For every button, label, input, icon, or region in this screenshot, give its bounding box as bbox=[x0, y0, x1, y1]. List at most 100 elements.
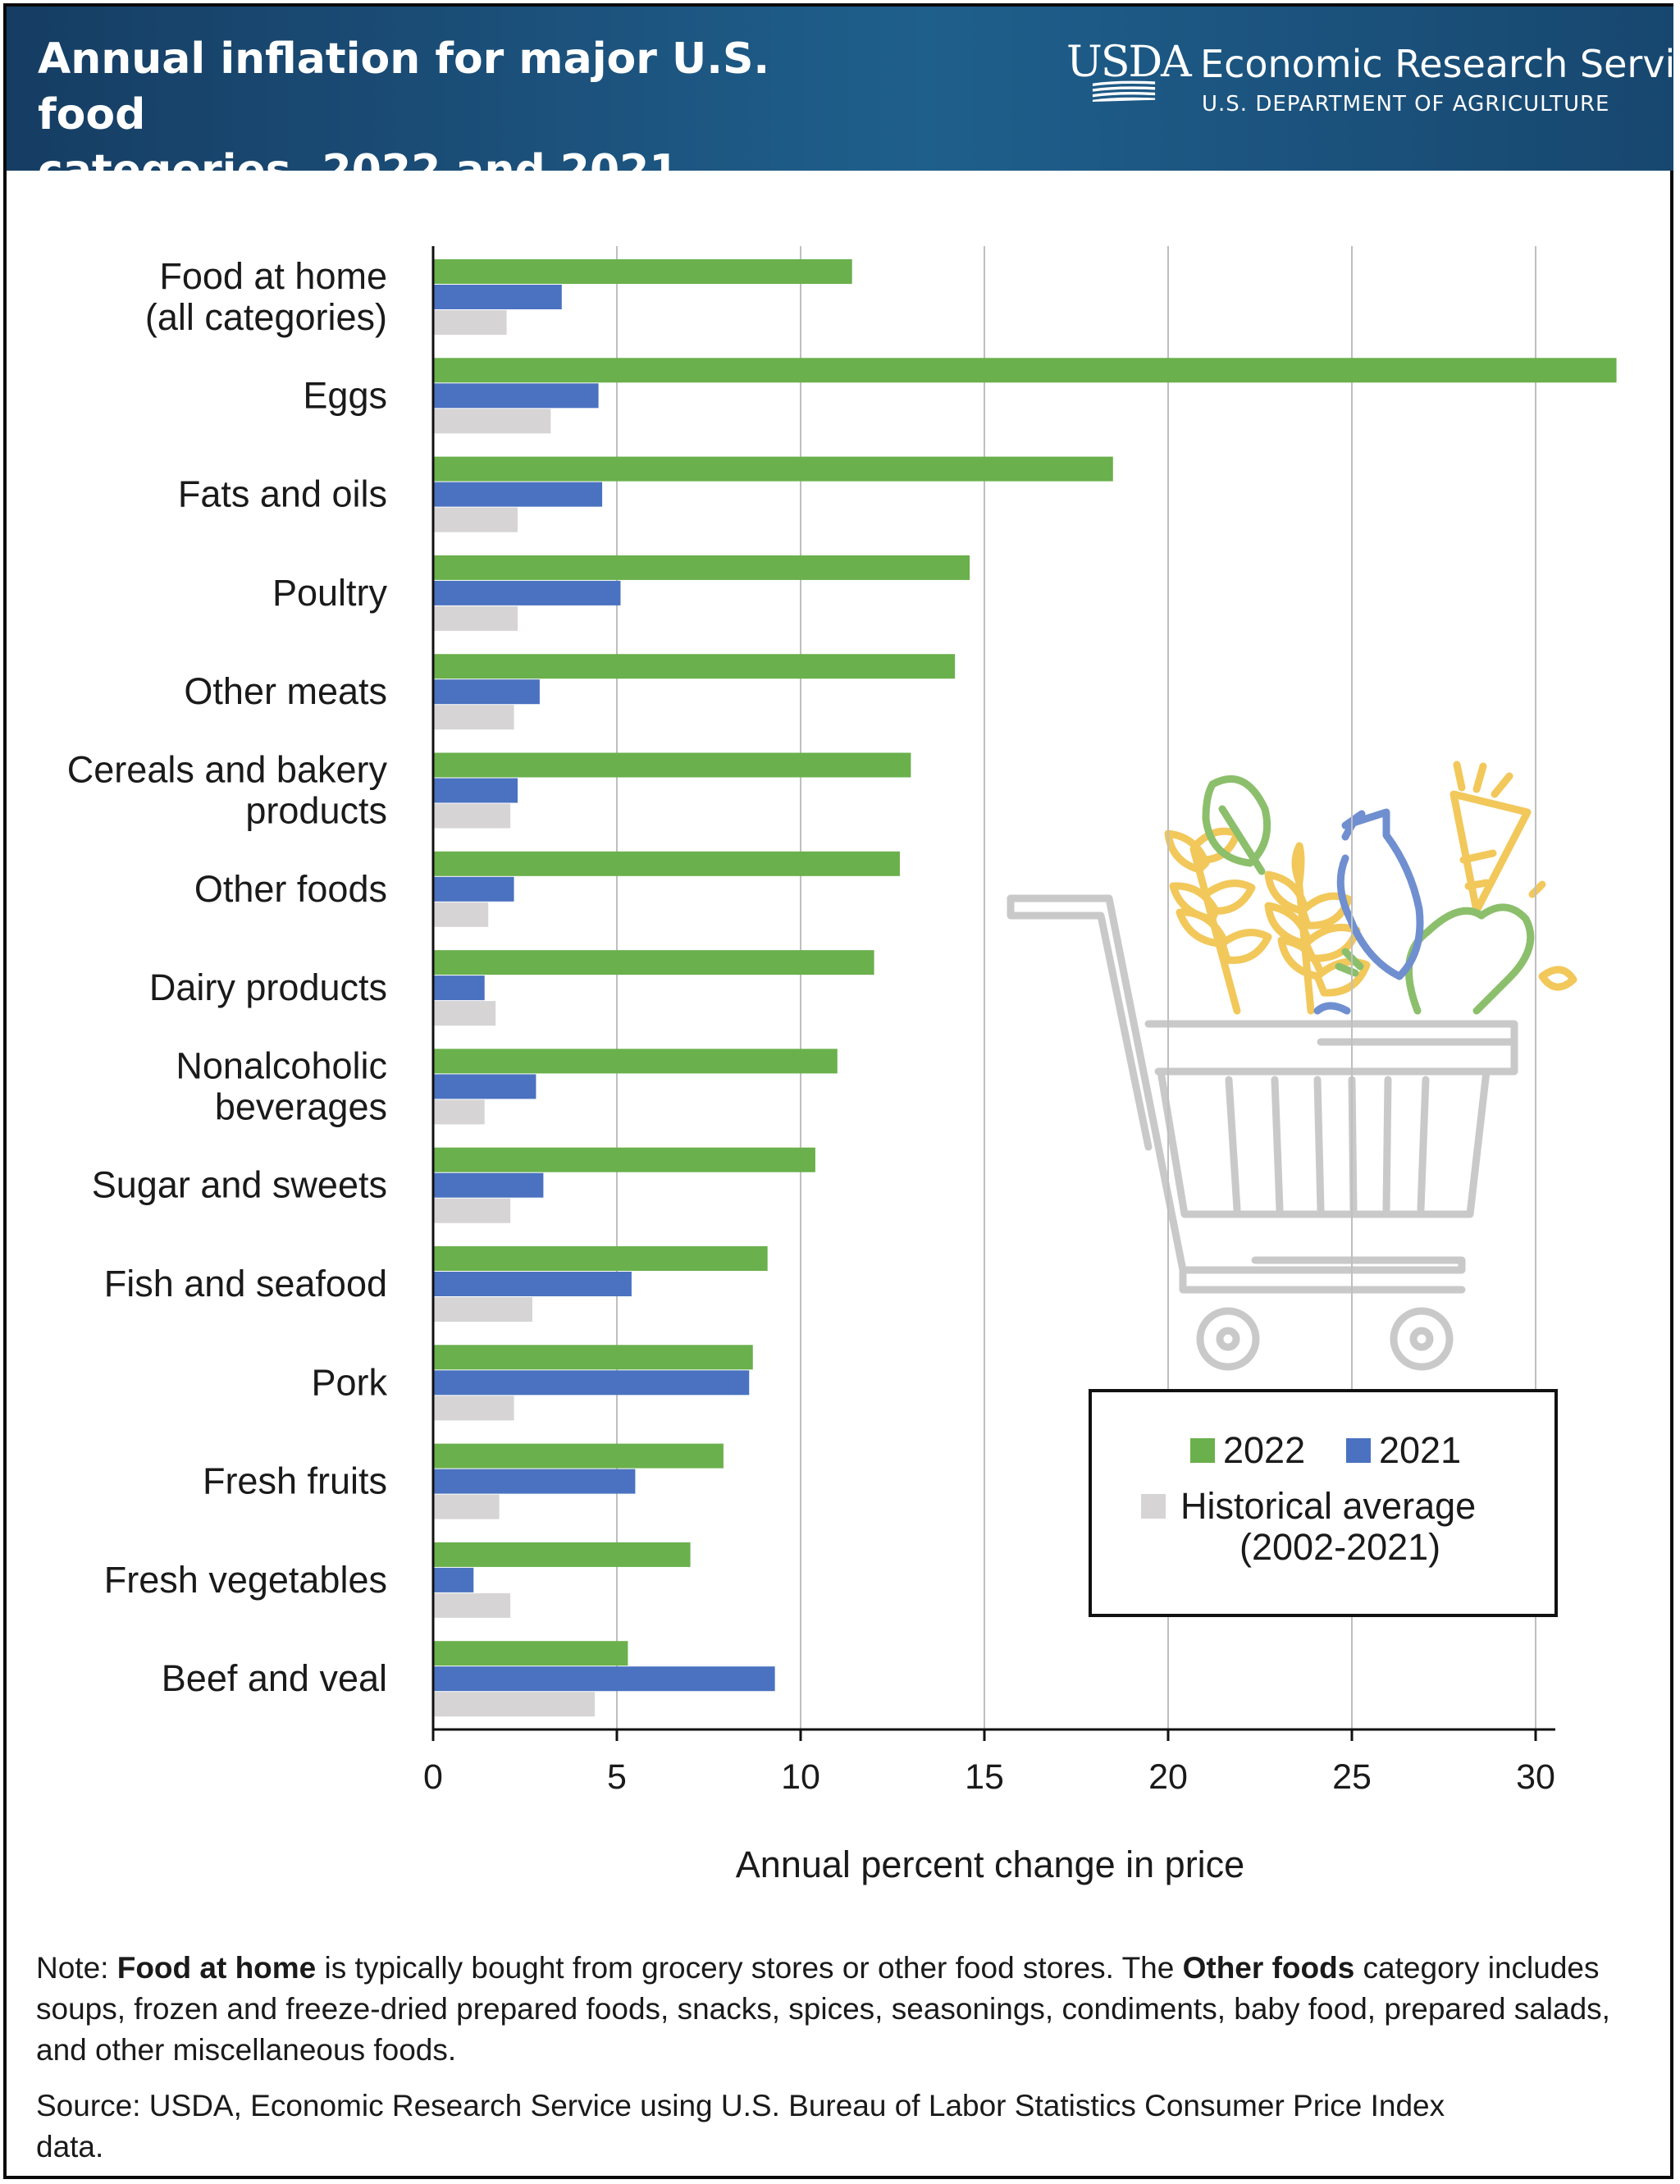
bar-2022-3 bbox=[433, 555, 970, 580]
bar-historical-5 bbox=[433, 803, 511, 829]
x-tick-label: 20 bbox=[1148, 1757, 1188, 1797]
bar-2021-12 bbox=[433, 1469, 636, 1494]
chart-title-line-1: Annual inflation for major U.S. food bbox=[38, 34, 770, 139]
bar-2022-5 bbox=[433, 752, 911, 778]
bar-2022-1 bbox=[433, 358, 1617, 383]
category-label: Fish and seafood bbox=[104, 1263, 387, 1304]
category-label: (all categories) bbox=[145, 296, 387, 338]
bar-chart: Food at home(all categories) Eggs Fats and… bbox=[67, 246, 1617, 1885]
bar-historical-9 bbox=[433, 1198, 511, 1223]
chart-title: Annual inflation for major U.S. food cat… bbox=[38, 31, 858, 199]
bar-historical-7 bbox=[433, 1001, 496, 1026]
header-banner: Annual inflation for major U.S. food cat… bbox=[7, 7, 1673, 195]
legend-label-2021: 2021 bbox=[1379, 1429, 1462, 1471]
x-axis-ticks: 0 5 10 15 20 25 30 bbox=[423, 1729, 1555, 1797]
bar-historical-10 bbox=[433, 1297, 532, 1322]
bar-2021-0 bbox=[433, 285, 562, 309]
bar-2022-11 bbox=[433, 1345, 753, 1370]
category-label: Poultry bbox=[272, 572, 388, 614]
category-label: Food at home bbox=[159, 255, 387, 297]
category-label: Sugar and sweets bbox=[92, 1164, 387, 1206]
x-tick-label: 25 bbox=[1332, 1757, 1372, 1797]
note-bold-food-at-home: Food at home bbox=[116, 1951, 317, 1985]
category-label: Fats and oils bbox=[178, 473, 387, 515]
bar-historical-4 bbox=[433, 705, 514, 730]
bar-historical-14 bbox=[433, 1692, 596, 1717]
bar-historical-11 bbox=[433, 1396, 514, 1421]
usda-logo-icon bbox=[1092, 80, 1156, 102]
category-label: Eggs bbox=[303, 374, 387, 416]
bar-2021-5 bbox=[433, 778, 518, 803]
bar-2021-8 bbox=[433, 1074, 536, 1099]
note-bold-other-foods: Other foods bbox=[1182, 1951, 1355, 1985]
department-name: U.S. DEPARTMENT OF AGRICULTURE bbox=[1202, 92, 1610, 117]
legend-swatch-2022 bbox=[1190, 1438, 1215, 1463]
bar-2021-11 bbox=[433, 1370, 750, 1396]
usda-logo-text: USDA bbox=[1066, 38, 1192, 87]
legend-label-historical-years: (2002-2021) bbox=[1239, 1526, 1441, 1568]
category-label: Fresh vegetables bbox=[104, 1559, 387, 1601]
bar-2022-0 bbox=[433, 259, 852, 284]
note-text: Note: Food at home is typically bought f… bbox=[36, 1948, 1644, 2071]
legend-item-historical: Historical average bbox=[1141, 1486, 1476, 1527]
x-axis-title: Annual percent change in price bbox=[736, 1844, 1244, 1885]
bar-2021-13 bbox=[433, 1567, 474, 1592]
x-tick-label: 5 bbox=[607, 1757, 627, 1797]
bar-2021-2 bbox=[433, 482, 603, 507]
category-label: beverages bbox=[215, 1085, 387, 1127]
category-label: Pork bbox=[311, 1361, 387, 1403]
x-tick-label: 15 bbox=[965, 1757, 1004, 1797]
note-text-2: category includes soups, frozen and free… bbox=[36, 1951, 1610, 2067]
legend-item-2021: 2021 bbox=[1346, 1430, 1461, 1471]
bar-2021-3 bbox=[433, 580, 621, 605]
x-tick-label: 30 bbox=[1516, 1757, 1555, 1797]
source-text: Source: USDA, Economic Research Service … bbox=[36, 2089, 1445, 2163]
category-label: Cereals and bakery bbox=[67, 749, 388, 791]
bar-2021-10 bbox=[433, 1272, 632, 1296]
legend-item-historical-years: (2002-2021) bbox=[1239, 1527, 1440, 1568]
legend-item-2022: 2022 bbox=[1190, 1430, 1305, 1471]
agency-name: Economic Research Service bbox=[1200, 42, 1680, 86]
bar-historical-1 bbox=[433, 409, 551, 434]
note-prefix: Note: bbox=[36, 1951, 117, 1985]
chart-title-line-2: categories, 2022 and 2021 bbox=[38, 146, 679, 195]
bar-historical-6 bbox=[433, 902, 489, 927]
category-label: Other foods bbox=[194, 868, 387, 910]
bar-historical-8 bbox=[433, 1099, 485, 1125]
category-label: products bbox=[245, 790, 387, 832]
bar-2021-9 bbox=[433, 1172, 544, 1198]
category-label: Beef and veal bbox=[162, 1657, 387, 1699]
legend-swatch-historical bbox=[1141, 1494, 1166, 1519]
category-label: Dairy products bbox=[149, 966, 387, 1008]
bar-2022-9 bbox=[433, 1147, 815, 1172]
bar-2022-13 bbox=[433, 1542, 691, 1567]
bar-2022-2 bbox=[433, 456, 1113, 482]
bar-2021-6 bbox=[433, 876, 514, 902]
bar-2022-12 bbox=[433, 1443, 724, 1469]
bar-2021-14 bbox=[433, 1666, 775, 1692]
bar-2021-7 bbox=[433, 975, 485, 1001]
legend-label-2022: 2022 bbox=[1223, 1429, 1306, 1471]
bar-historical-2 bbox=[433, 507, 518, 532]
x-tick-label: 10 bbox=[781, 1757, 820, 1797]
figure-frame bbox=[3, 3, 1673, 2179]
bar-2022-14 bbox=[433, 1641, 628, 1666]
legend-label-historical: Historical average bbox=[1180, 1485, 1477, 1527]
x-tick-label: 0 bbox=[423, 1757, 443, 1797]
bar-2021-1 bbox=[433, 383, 599, 409]
bars bbox=[433, 259, 1617, 1717]
bar-2022-4 bbox=[433, 654, 956, 679]
category-labels: Food at home(all categories) Eggs Fats and… bbox=[67, 255, 388, 1699]
shopping-cart-illustration-icon bbox=[1007, 761, 1577, 1371]
bar-2022-6 bbox=[433, 851, 900, 876]
legend: 2022 2021 Historical average (2002-2021) bbox=[1089, 1389, 1558, 1617]
note-text-1: is typically bought from grocery stores … bbox=[316, 1951, 1183, 1985]
bar-2022-7 bbox=[433, 950, 874, 975]
bar-historical-13 bbox=[433, 1592, 511, 1618]
category-label: Nonalcoholic bbox=[176, 1044, 387, 1086]
bar-2022-10 bbox=[433, 1246, 768, 1271]
legend-swatch-2021 bbox=[1346, 1438, 1371, 1463]
category-label: Other meats bbox=[184, 670, 387, 712]
bar-2021-4 bbox=[433, 679, 540, 705]
bar-historical-3 bbox=[433, 605, 518, 631]
